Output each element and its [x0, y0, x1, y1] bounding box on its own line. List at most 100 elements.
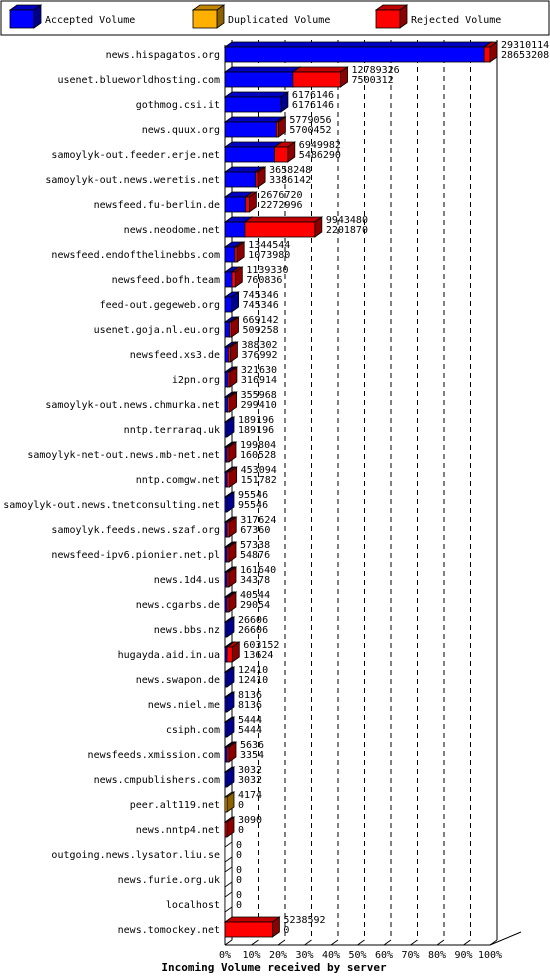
bar-rejected — [225, 441, 238, 463]
x-tick-mark — [463, 939, 471, 946]
row-label: newsfeed-ipv6.pionier.net.pl — [51, 550, 220, 561]
x-tick-mark — [410, 939, 418, 946]
row-label: samoylyk-out.feeder.erje.net — [51, 150, 220, 161]
data-label-accepted: 13624 — [243, 650, 273, 661]
x-tick-label: 20% — [269, 950, 287, 961]
bar-row — [223, 516, 238, 538]
bar-row — [223, 91, 290, 113]
bar-row — [223, 291, 240, 313]
bar-row — [223, 566, 238, 588]
bar-rejected — [223, 916, 281, 938]
data-label-accepted: 745346 — [243, 300, 279, 311]
data-label-total: 388302 — [241, 340, 277, 351]
data-label-total: 745346 — [243, 290, 279, 301]
bar-row — [223, 741, 238, 763]
bar-row — [223, 816, 236, 838]
x-tick-mark — [357, 939, 365, 946]
row-label: samoylyk-out.news.chmurka.net — [45, 400, 220, 411]
bar-rejected — [243, 216, 324, 238]
bar-rejected — [225, 566, 238, 588]
bar-row — [223, 191, 258, 213]
bar-rejected — [227, 341, 239, 363]
x-tick-mark — [489, 939, 498, 946]
row-label: i2pn.org — [172, 375, 220, 386]
data-label-total: 317624 — [240, 515, 276, 526]
x-tick-mark — [224, 939, 233, 946]
bar-row — [224, 841, 233, 863]
x-tick-label: 0% — [219, 950, 231, 961]
x-tick-label: 100% — [478, 950, 502, 961]
bar-rejected — [233, 241, 246, 263]
row-label: hugayda.aid.in.ua — [118, 650, 220, 661]
data-label-total: 161640 — [240, 565, 276, 576]
data-label-total: 12789326 — [352, 65, 400, 76]
bar-row — [223, 591, 238, 613]
bar-accepted — [223, 41, 493, 63]
data-label-total: 6176146 — [292, 90, 334, 101]
bar-rejected — [482, 41, 499, 63]
data-label-total: 3090 — [238, 815, 262, 826]
data-label-total: 3032 — [238, 765, 262, 776]
bar-row — [223, 241, 246, 263]
data-label-accepted: 2201870 — [326, 225, 368, 236]
row-label: news.bbs.nz — [154, 625, 220, 636]
x-tick-label: 30% — [295, 950, 313, 961]
x-axis-label: Incoming Volume received by server — [161, 961, 387, 974]
bar-row — [223, 41, 499, 63]
row-label: newsfeed.xs3.de — [130, 350, 220, 361]
bar-row — [223, 766, 236, 788]
row-label: news.furie.org.uk — [118, 875, 220, 886]
bar-accepted — [223, 91, 290, 113]
bar-row — [224, 891, 233, 913]
data-label-total: 57338 — [240, 540, 270, 551]
row-label: feed-out.gegeweb.org — [100, 300, 220, 311]
data-label-accepted: 29054 — [240, 600, 270, 611]
bar-accepted — [223, 416, 236, 438]
data-label-accepted: 5486290 — [299, 150, 341, 161]
row-label: outgoing.news.lysator.liu.se — [51, 850, 220, 861]
row-label: news.nntp4.net — [136, 825, 220, 836]
bar-row — [223, 666, 236, 688]
bar-rejected — [223, 816, 236, 838]
data-label-total: 4174 — [238, 790, 262, 801]
bar-row — [223, 916, 281, 938]
data-label-accepted: 160528 — [240, 450, 276, 461]
data-label-total: 9943480 — [326, 215, 368, 226]
data-label-total: 321630 — [241, 365, 277, 376]
bar-row — [223, 66, 349, 88]
bar-rejected — [226, 366, 239, 388]
bar-row — [223, 791, 236, 813]
x-tick-label: 90% — [454, 950, 472, 961]
bar-accepted — [223, 691, 236, 713]
data-label-accepted: 8136 — [238, 700, 262, 711]
bar-rejected — [225, 516, 238, 538]
x-tick-mark — [251, 939, 259, 946]
data-label-accepted: 376992 — [241, 350, 277, 361]
row-label: news.neodome.net — [124, 225, 220, 236]
row-label: usenet.goja.nl.eu.org — [94, 325, 220, 336]
bar-empty — [224, 841, 233, 863]
data-label-accepted: 12410 — [238, 675, 268, 686]
bar-accepted — [223, 616, 236, 638]
data-label-accepted: 0 — [283, 925, 289, 936]
data-label-accepted: 5700452 — [289, 125, 331, 136]
bar-rejected — [275, 116, 287, 138]
row-label: csiph.com — [166, 725, 220, 736]
data-label-accepted: 26606 — [238, 625, 268, 636]
legend-swatch-duplicated — [191, 4, 226, 29]
gridlines — [224, 40, 498, 945]
row-label: newsfeed.bofh.team — [112, 275, 220, 286]
bar-rejected — [226, 391, 238, 413]
bar-accepted — [223, 141, 283, 163]
legend-label-duplicated: Duplicated Volume — [228, 15, 330, 26]
legend-frame — [0, 0, 550, 36]
bar-row — [223, 316, 240, 338]
bar-row — [223, 541, 238, 563]
x-tick-label: 80% — [428, 950, 446, 961]
row-label: newsfeed.fu-berlin.de — [94, 200, 220, 211]
data-label-accepted: 299410 — [241, 400, 277, 411]
data-label-accepted: 54876 — [240, 550, 270, 561]
data-label-accepted: 316914 — [241, 375, 277, 386]
data-label-total: 95546 — [238, 490, 268, 501]
